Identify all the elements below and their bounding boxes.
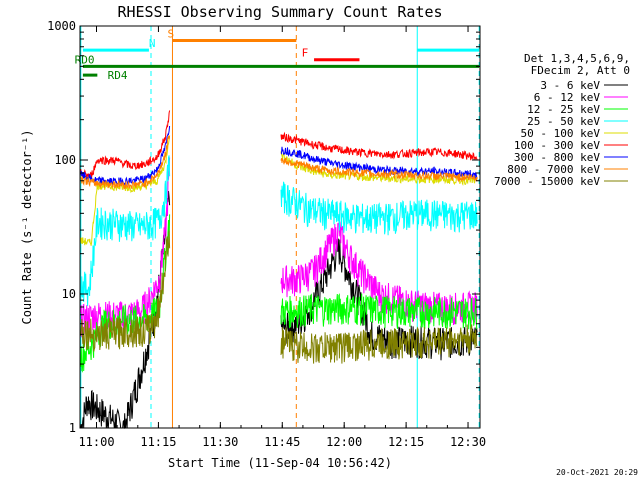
legend-entry-label: 25 - 50 keV bbox=[527, 115, 600, 128]
annotation-label: RD4 bbox=[108, 69, 128, 82]
x-tick-label: 11:15 bbox=[140, 435, 176, 449]
y-axis-label: Count Rate (s⁻¹ detector⁻¹) bbox=[20, 129, 34, 324]
series-line-300-800-keV-after bbox=[280, 146, 478, 179]
chart-title: RHESSI Observing Summary Count Rates bbox=[117, 3, 442, 21]
series-line-25-50-keV-after bbox=[280, 181, 478, 236]
series-line-7000-15000-keV bbox=[80, 230, 171, 352]
footer-timestamp: 20-Oct-2021 20:29 bbox=[556, 468, 638, 477]
x-tick-label: 11:45 bbox=[264, 435, 300, 449]
series-line-100-300-keV bbox=[80, 110, 171, 179]
annotation-label: F bbox=[302, 47, 309, 60]
annotation-label: RD0 bbox=[75, 53, 95, 66]
annotation-label: N bbox=[149, 37, 156, 50]
x-tick-label: 11:00 bbox=[78, 435, 114, 449]
series-line-100-300-keV-after bbox=[280, 131, 478, 161]
series-line-12-25-keV-after bbox=[280, 293, 478, 330]
y-tick-label: 1000 bbox=[47, 19, 76, 33]
plot-frame bbox=[79, 25, 481, 429]
legend-entry-label: 12 - 25 keV bbox=[527, 103, 600, 116]
legend-entry-label: 6 - 12 keV bbox=[534, 91, 601, 104]
y-tick-label: 100 bbox=[54, 153, 76, 167]
series-line-6-12-keV-after bbox=[280, 221, 478, 326]
series-line-7000-15000-keV-after bbox=[280, 324, 478, 364]
x-tick-label: 12:00 bbox=[326, 435, 362, 449]
series-line-800-7000-keV-after bbox=[280, 157, 478, 183]
legend-entry-label: 7000 - 15000 keV bbox=[494, 175, 600, 188]
legend-entry-label: 800 - 7000 keV bbox=[507, 163, 600, 176]
y-tick-label: 1 bbox=[69, 421, 76, 435]
x-axis-label: Start Time (11-Sep-04 10:56:42) bbox=[168, 456, 392, 470]
x-tick-label: 12:15 bbox=[388, 435, 424, 449]
x-tick-label: 12:30 bbox=[450, 435, 486, 449]
legend-header: FDecim 2, Att 0 bbox=[531, 64, 630, 77]
legend-header: Det 1,3,4,5,6,9, bbox=[524, 52, 630, 65]
x-tick-label: 11:30 bbox=[202, 435, 238, 449]
legend-entry-label: 50 - 100 keV bbox=[521, 127, 601, 140]
legend-entry-label: 3 - 6 keV bbox=[540, 79, 600, 92]
series-line-25-50-keV bbox=[80, 155, 171, 307]
legend-entry-label: 100 - 300 keV bbox=[514, 139, 600, 152]
series-line-800-7000-keV bbox=[80, 134, 171, 190]
legend-entry-label: 300 - 800 keV bbox=[514, 151, 600, 164]
y-tick-label: 10 bbox=[62, 287, 76, 301]
annotation-label: S bbox=[168, 27, 175, 40]
